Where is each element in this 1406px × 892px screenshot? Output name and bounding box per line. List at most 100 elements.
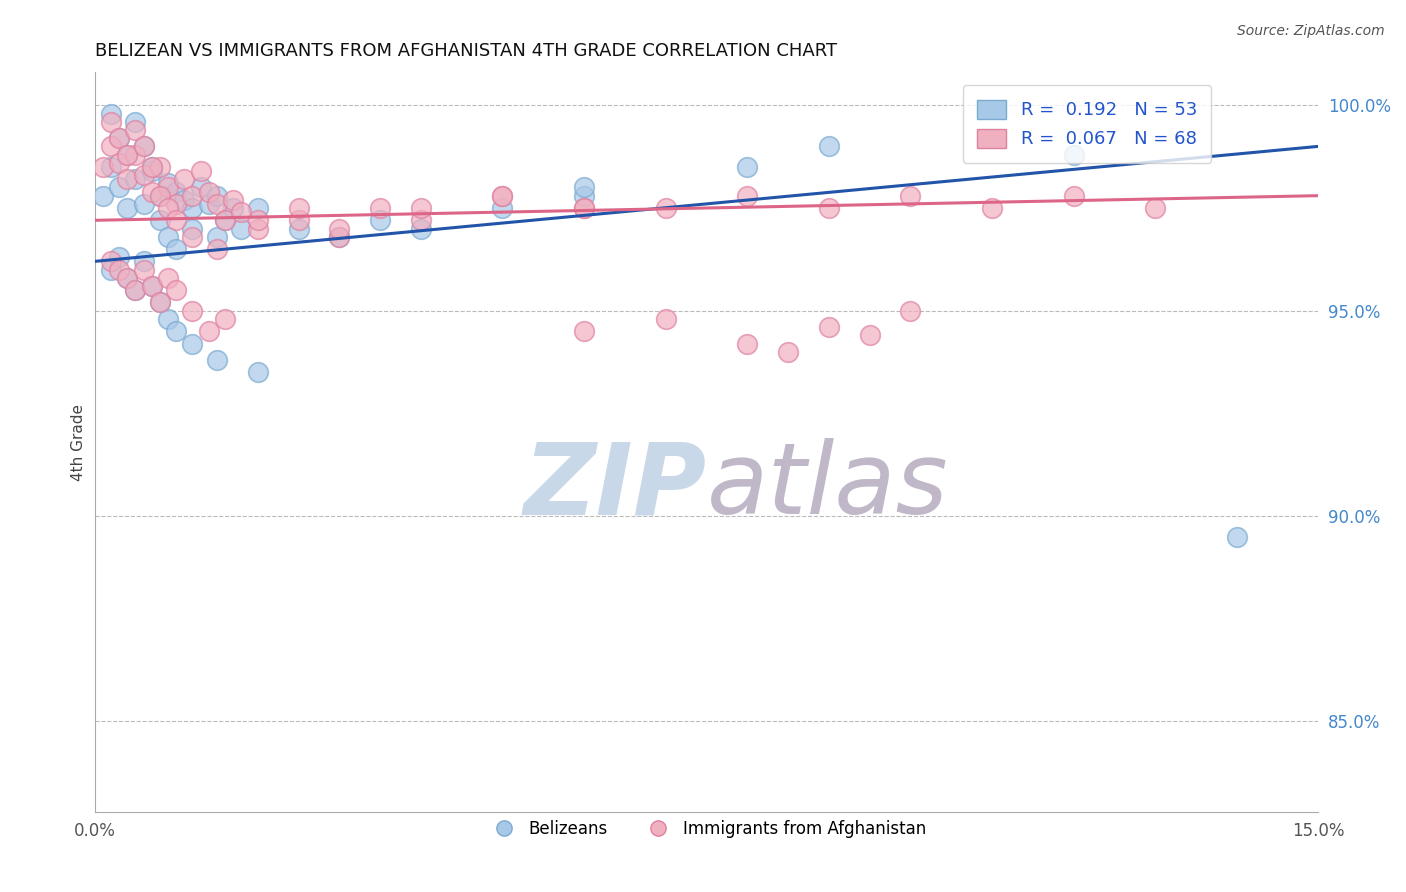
Point [132,139,155,153]
Point [817,201,839,215]
Point [141,279,163,293]
Point [190,164,212,178]
Point [108,180,131,194]
Point [141,160,163,174]
Point [149,188,172,202]
Point [287,201,309,215]
Point [100,254,122,268]
Point [572,180,595,194]
Point [328,229,350,244]
Y-axis label: 4th Grade: 4th Grade [72,404,86,481]
Point [181,303,204,318]
Point [149,295,172,310]
Text: BELIZEAN VS IMMIGRANTS FROM AFGHANISTAN 4TH GRADE CORRELATION CHART: BELIZEAN VS IMMIGRANTS FROM AFGHANISTAN … [94,42,837,60]
Point [156,312,179,326]
Point [491,201,513,215]
Point [132,262,155,277]
Point [181,201,204,215]
Point [115,270,138,285]
Point [197,185,219,199]
Point [124,114,146,128]
Point [149,295,172,310]
Point [165,197,187,211]
Point [149,160,172,174]
Point [165,185,187,199]
Point [246,221,269,235]
Point [124,283,146,297]
Point [246,201,269,215]
Point [115,147,138,161]
Point [1226,530,1249,544]
Point [231,221,253,235]
Point [205,353,228,368]
Point [108,250,131,264]
Point [124,283,146,297]
Point [165,324,187,338]
Point [108,156,131,170]
Point [222,201,245,215]
Point [108,131,131,145]
Point [491,188,513,202]
Point [1063,147,1085,161]
Point [246,365,269,379]
Point [165,213,187,227]
Point [115,201,138,215]
Point [776,344,799,359]
Point [100,262,122,277]
Point [156,201,179,215]
Point [409,213,432,227]
Point [141,164,163,178]
Point [572,188,595,202]
Point [141,160,163,174]
Point [124,147,146,161]
Point [100,106,122,120]
Point [328,229,350,244]
Point [491,188,513,202]
Point [368,201,391,215]
Point [572,324,595,338]
Point [205,188,228,202]
Point [197,324,219,338]
Point [181,188,204,202]
Point [165,242,187,256]
Point [409,201,432,215]
Point [100,160,122,174]
Point [735,188,758,202]
Point [124,172,146,186]
Point [149,213,172,227]
Point [156,177,179,191]
Point [858,328,880,343]
Point [132,197,155,211]
Point [205,197,228,211]
Point [100,139,122,153]
Point [173,193,195,207]
Point [205,242,228,256]
Point [149,188,172,202]
Point [572,201,595,215]
Point [898,303,921,318]
Point [328,221,350,235]
Point [735,160,758,174]
Point [1144,201,1167,215]
Point [132,254,155,268]
Point [287,213,309,227]
Point [409,221,432,235]
Point [132,139,155,153]
Point [981,201,1004,215]
Point [1063,188,1085,202]
Point [817,139,839,153]
Point [214,213,236,227]
Point [141,279,163,293]
Point [246,213,269,227]
Point [156,229,179,244]
Legend: Belizeans, Immigrants from Afghanistan: Belizeans, Immigrants from Afghanistan [481,813,932,844]
Point [91,160,114,174]
Point [287,221,309,235]
Point [181,229,204,244]
Point [141,185,163,199]
Point [173,172,195,186]
Point [898,188,921,202]
Point [115,270,138,285]
Point [108,262,131,277]
Text: Source: ZipAtlas.com: Source: ZipAtlas.com [1237,24,1385,38]
